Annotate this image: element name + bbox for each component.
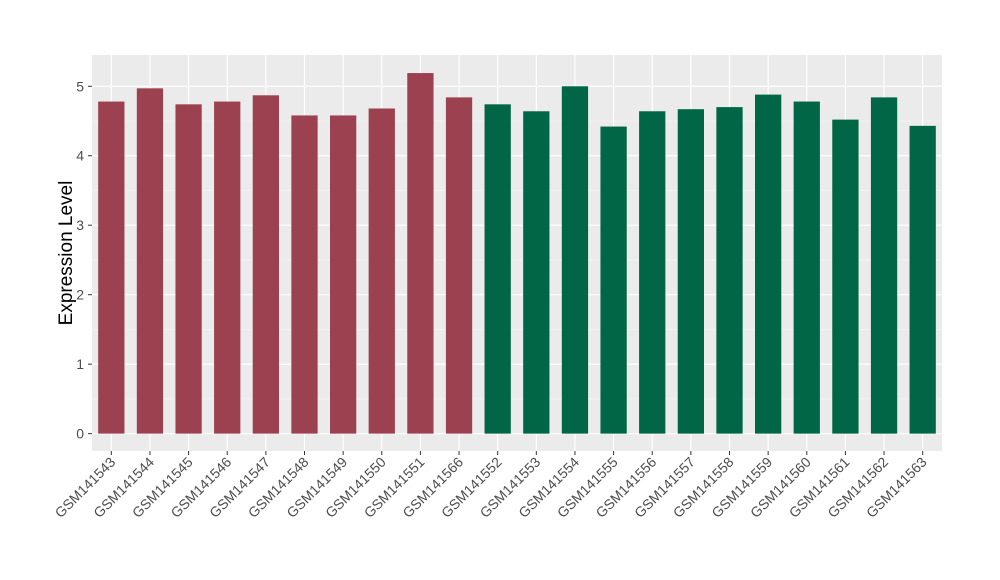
y-tick-label: 2	[76, 287, 84, 303]
bar-GSM141559	[755, 94, 782, 434]
bar-GSM141566	[445, 97, 473, 434]
bar-GSM141561	[832, 119, 859, 434]
bar-GSM141546	[214, 101, 241, 434]
y-tick-label: 4	[76, 148, 84, 164]
bar-GSM141549	[330, 115, 357, 434]
bar-GSM141563	[909, 125, 936, 434]
y-axis-label: Expression Level	[56, 181, 77, 326]
bar-GSM141547	[252, 95, 279, 434]
bar-GSM141560	[793, 101, 820, 434]
bar-GSM141556	[639, 111, 666, 434]
bar-GSM141552	[484, 104, 511, 434]
bar-GSM141544	[136, 88, 164, 434]
bar-GSM141551	[407, 73, 434, 434]
y-tick-label: 5	[76, 78, 84, 94]
bar-GSM141545	[175, 104, 202, 434]
bar-GSM141554	[561, 86, 589, 434]
bar-GSM141555	[600, 126, 627, 434]
y-tick-label: 1	[76, 356, 84, 372]
bar-GSM141553	[523, 111, 550, 434]
y-tick-label: 0	[76, 426, 84, 442]
bar-GSM141548	[291, 115, 318, 434]
bar-GSM141557	[677, 109, 704, 434]
bar-GSM141558	[716, 107, 743, 434]
bar-GSM141543	[98, 101, 125, 434]
y-tick-label: 3	[76, 217, 84, 233]
bar-GSM141562	[870, 97, 898, 434]
bar-GSM141550	[368, 108, 395, 434]
